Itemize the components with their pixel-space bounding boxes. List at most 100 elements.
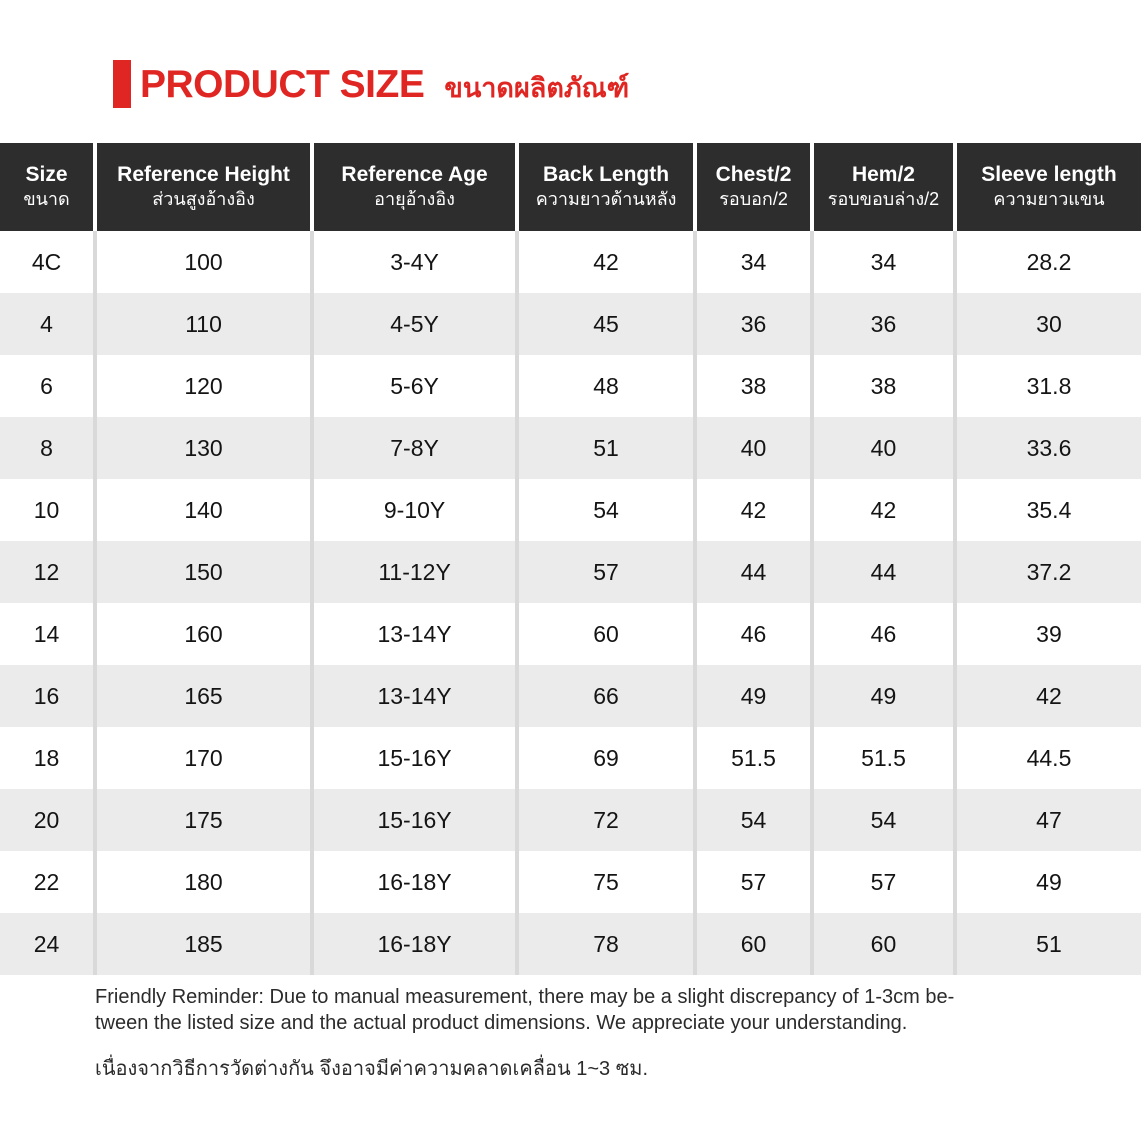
col-header-sleeve-length: Sleeve length ความยาวแขน — [952, 143, 1141, 231]
cell-back-length: 54 — [515, 479, 696, 541]
cell-chest-2: 36 — [693, 293, 812, 355]
cell-reference-height: 130 — [93, 417, 313, 479]
table-row: 18 170 15-16Y 69 51.5 51.5 44.5 — [0, 727, 1141, 789]
cell-back-length: 60 — [515, 603, 696, 665]
cell-hem-2: 57 — [810, 851, 955, 913]
size-table: Size ขนาด Reference Height ส่วนสูงอ้างอิ… — [0, 143, 1141, 975]
table-row: 22 180 16-18Y 75 57 57 49 — [0, 851, 1141, 913]
cell-hem-2: 51.5 — [810, 727, 955, 789]
cell-reference-age: 4-5Y — [310, 293, 518, 355]
col-header-hem: Hem/2 รอบขอบล่าง/2 — [810, 143, 955, 231]
cell-size: 8 — [0, 417, 96, 479]
cell-hem-2: 42 — [810, 479, 955, 541]
table-row: 16 165 13-14Y 66 49 49 42 — [0, 665, 1141, 727]
cell-back-length: 48 — [515, 355, 696, 417]
col-header-reference-age-en: Reference Age — [341, 163, 488, 187]
cell-hem-2: 60 — [810, 913, 955, 975]
cell-chest-2: 46 — [693, 603, 812, 665]
col-header-reference-age: Reference Age อายุอ้างอิง — [310, 143, 518, 231]
col-header-reference-height: Reference Height ส่วนสูงอ้างอิง — [93, 143, 313, 231]
cell-sleeve-length: 35.4 — [952, 479, 1141, 541]
size-table-body: 4C 100 3-4Y 42 34 34 28.2 4 110 4-5Y 45 36 36 30 6 120 5… — [0, 231, 1141, 975]
size-table-header: Size ขนาด Reference Height ส่วนสูงอ้างอิ… — [0, 143, 1141, 231]
col-header-size: Size ขนาด — [0, 143, 96, 231]
table-row: 4 110 4-5Y 45 36 36 30 — [0, 293, 1141, 355]
friendly-reminder-note: Friendly Reminder: Due to manual measure… — [95, 984, 1075, 1036]
cell-back-length: 45 — [515, 293, 696, 355]
cell-hem-2: 54 — [810, 789, 955, 851]
cell-sleeve-length: 49 — [952, 851, 1141, 913]
cell-reference-height: 175 — [93, 789, 313, 851]
cell-reference-age: 16-18Y — [310, 851, 518, 913]
cell-sleeve-length: 30 — [952, 293, 1141, 355]
cell-size: 20 — [0, 789, 96, 851]
table-row: 14 160 13-14Y 60 46 46 39 — [0, 603, 1141, 665]
cell-reference-age: 7-8Y — [310, 417, 518, 479]
col-header-chest-en: Chest/2 — [715, 163, 792, 187]
header-row: Size ขนาด Reference Height ส่วนสูงอ้างอิ… — [0, 143, 1141, 231]
cell-chest-2: 44 — [693, 541, 812, 603]
col-header-back-length-en: Back Length — [543, 163, 670, 187]
cell-chest-2: 54 — [693, 789, 812, 851]
cell-size: 10 — [0, 479, 96, 541]
cell-hem-2: 40 — [810, 417, 955, 479]
cell-reference-height: 120 — [93, 355, 313, 417]
cell-hem-2: 38 — [810, 355, 955, 417]
cell-sleeve-length: 42 — [952, 665, 1141, 727]
cell-reference-age: 15-16Y — [310, 727, 518, 789]
page-title: PRODUCT SIZE ขนาดผลิตภัณฑ์ — [113, 60, 629, 108]
cell-size: 22 — [0, 851, 96, 913]
col-header-hem-th: รอบขอบล่าง/2 — [827, 189, 940, 210]
table-row: 24 185 16-18Y 78 60 60 51 — [0, 913, 1141, 975]
cell-reference-age: 15-16Y — [310, 789, 518, 851]
cell-size: 24 — [0, 913, 96, 975]
col-header-back-length-th: ความยาวด้านหลัง — [535, 189, 677, 210]
cell-size: 12 — [0, 541, 96, 603]
friendly-reminder-line2: tween the listed size and the actual pro… — [95, 1012, 908, 1034]
cell-reference-age: 5-6Y — [310, 355, 518, 417]
cell-chest-2: 57 — [693, 851, 812, 913]
cell-back-length: 72 — [515, 789, 696, 851]
cell-reference-age: 13-14Y — [310, 603, 518, 665]
cell-reference-age: 16-18Y — [310, 913, 518, 975]
cell-size: 16 — [0, 665, 96, 727]
cell-reference-age: 13-14Y — [310, 665, 518, 727]
cell-reference-height: 185 — [93, 913, 313, 975]
cell-size: 14 — [0, 603, 96, 665]
cell-back-length: 66 — [515, 665, 696, 727]
thai-note: เนื่องจากวิธีการวัดต่างกัน จึงอาจมีค่าคว… — [95, 1058, 649, 1080]
col-header-sleeve-length-th: ความยาวแขน — [993, 189, 1105, 210]
cell-chest-2: 38 — [693, 355, 812, 417]
cell-reference-height: 170 — [93, 727, 313, 789]
cell-back-length: 75 — [515, 851, 696, 913]
col-header-chest: Chest/2 รอบอก/2 — [693, 143, 812, 231]
page-title-th: ขนาดผลิตภัณฑ์ — [444, 72, 630, 103]
col-header-reference-height-th: ส่วนสูงอ้างอิง — [152, 189, 255, 210]
cell-hem-2: 36 — [810, 293, 955, 355]
col-header-back-length: Back Length ความยาวด้านหลัง — [515, 143, 696, 231]
cell-reference-height: 100 — [93, 231, 313, 293]
cell-reference-height: 110 — [93, 293, 313, 355]
page-title-en: PRODUCT SIZE — [140, 62, 425, 106]
cell-sleeve-length: 51 — [952, 913, 1141, 975]
cell-reference-height: 140 — [93, 479, 313, 541]
footer-notes: Friendly Reminder: Due to manual measure… — [95, 984, 1075, 1082]
cell-chest-2: 60 — [693, 913, 812, 975]
cell-reference-height: 150 — [93, 541, 313, 603]
col-header-hem-en: Hem/2 — [851, 163, 915, 187]
cell-sleeve-length: 37.2 — [952, 541, 1141, 603]
cell-size: 18 — [0, 727, 96, 789]
cell-back-length: 69 — [515, 727, 696, 789]
cell-reference-age: 3-4Y — [310, 231, 518, 293]
col-header-chest-th: รอบอก/2 — [719, 189, 788, 210]
cell-hem-2: 44 — [810, 541, 955, 603]
table-row: 20 175 15-16Y 72 54 54 47 — [0, 789, 1141, 851]
cell-sleeve-length: 28.2 — [952, 231, 1141, 293]
title-accent-bar — [113, 60, 131, 108]
cell-sleeve-length: 44.5 — [952, 727, 1141, 789]
cell-chest-2: 40 — [693, 417, 812, 479]
cell-hem-2: 49 — [810, 665, 955, 727]
cell-reference-age: 9-10Y — [310, 479, 518, 541]
cell-chest-2: 42 — [693, 479, 812, 541]
